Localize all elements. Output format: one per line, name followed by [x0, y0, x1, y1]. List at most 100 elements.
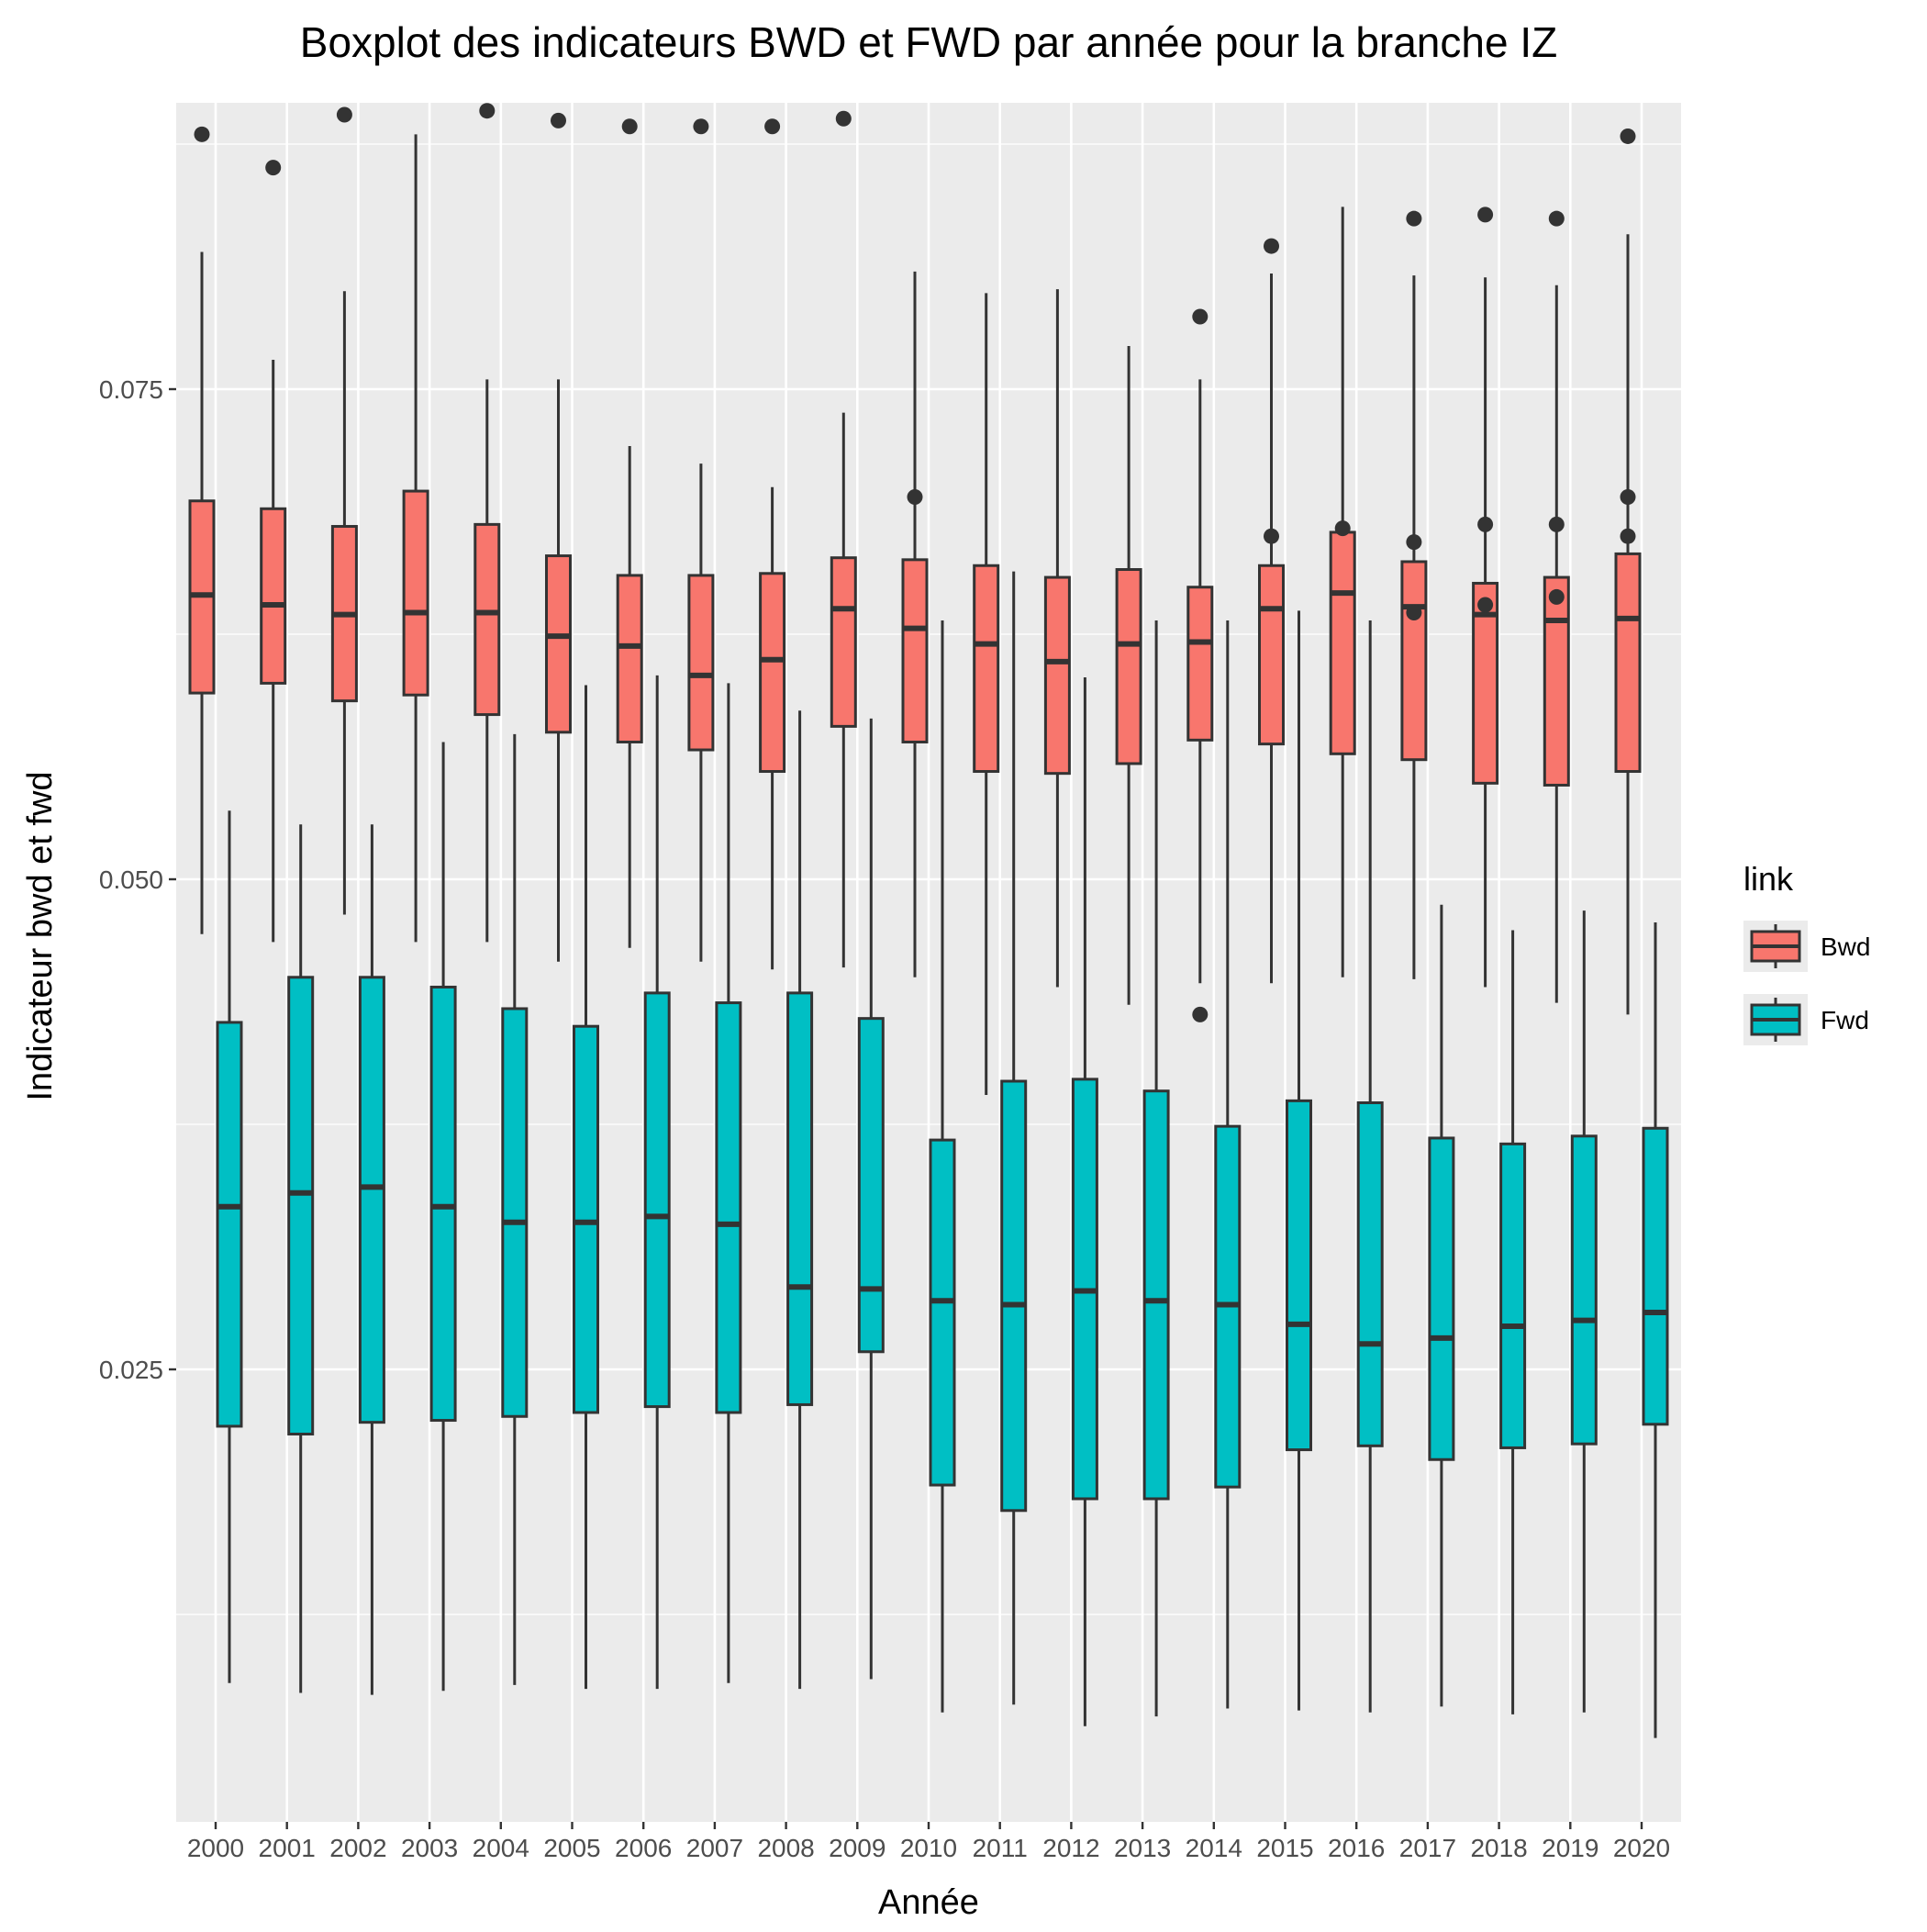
outlier-point [265, 160, 282, 176]
box-iqr [1356, 1101, 1384, 1447]
box-iqr [1499, 1142, 1527, 1449]
outlier-point [336, 106, 352, 123]
box-iqr [1115, 568, 1142, 765]
boxplot-fwd-2006 [643, 675, 671, 1690]
box-iqr [1329, 530, 1356, 755]
outlier-point [1264, 528, 1279, 544]
outlier-point [1620, 488, 1636, 505]
box-iqr [573, 1024, 599, 1414]
boxplot-bwd-2001 [260, 160, 287, 943]
boxplot-bwd-2013 [1115, 346, 1142, 1005]
outlier-point [1548, 588, 1565, 605]
box-iqr [830, 556, 857, 728]
outlier-point [1548, 516, 1565, 532]
boxplot-bwd-2019 [1543, 210, 1570, 1003]
chart-title: Boxplot des indicateurs BWD et FWD par a… [300, 18, 1557, 66]
legend-item-fwd: Fwd [1743, 994, 1869, 1045]
boxplot-fwd-2013 [1142, 620, 1170, 1717]
box-iqr [1543, 575, 1570, 787]
outlier-point [1620, 528, 1636, 544]
x-tick-label: 2012 [1042, 1834, 1099, 1862]
box-iqr [1043, 575, 1071, 776]
outlier-point [764, 118, 781, 135]
boxplot-fwd-2009 [857, 718, 885, 1680]
legend-label-bwd: Bwd [1821, 932, 1870, 961]
box-iqr [715, 1001, 742, 1414]
x-tick-label: 2011 [973, 1834, 1028, 1862]
boxplot-bwd-2008 [759, 118, 786, 970]
box-iqr [687, 574, 715, 752]
outlier-point [1477, 207, 1494, 223]
outlier-point [1192, 308, 1209, 325]
boxplot-bwd-2012 [1043, 289, 1071, 988]
outlier-point [1477, 597, 1494, 613]
boxplot-bwd-2007 [687, 118, 715, 962]
boxplot-bwd-2002 [330, 106, 358, 915]
boxplot-bwd-2005 [545, 112, 572, 962]
x-tick-label: 2008 [757, 1834, 814, 1862]
x-tick-label: 2006 [615, 1834, 672, 1862]
outlier-point [1406, 605, 1422, 621]
box-iqr [973, 564, 1000, 774]
box-iqr [402, 489, 429, 697]
x-tick-label: 2020 [1613, 1834, 1670, 1862]
x-tick-label: 2001 [259, 1834, 316, 1862]
boxplot-fwd-2012 [1071, 676, 1098, 1726]
box-iqr [616, 574, 643, 743]
boxplot-bwd-2000 [188, 126, 216, 934]
outlier-point [194, 126, 210, 142]
box-iqr [1642, 1126, 1669, 1426]
boxplot-fwd-2004 [501, 733, 529, 1685]
box-iqr [1570, 1134, 1598, 1446]
boxplot-fwd-2005 [573, 685, 599, 1690]
legend: link Bwd Fwd [1743, 860, 1870, 1045]
box-iqr [287, 976, 315, 1435]
boxplot-fwd-2020 [1642, 921, 1669, 1738]
box-iqr [260, 507, 287, 685]
x-tick-label: 2003 [401, 1834, 458, 1862]
boxplot-bwd-2016 [1329, 207, 1356, 977]
box-iqr [1258, 564, 1285, 746]
x-tick-label: 2018 [1470, 1834, 1527, 1862]
box-iqr [1614, 552, 1642, 774]
boxplot-fwd-2014 [1214, 620, 1242, 1709]
boxplot-fwd-2018 [1499, 930, 1527, 1714]
box-iqr [216, 1021, 243, 1428]
x-tick-label: 2010 [900, 1834, 957, 1862]
box-iqr [1000, 1079, 1028, 1513]
outlier-point [551, 112, 566, 128]
outlier-point [1406, 534, 1422, 551]
x-tick-label: 2002 [329, 1834, 386, 1862]
legend-item-bwd: Bwd [1743, 921, 1870, 972]
boxplot-fwd-2011 [1000, 571, 1028, 1705]
outlier-point [835, 110, 852, 127]
boxplot-fwd-2003 [429, 742, 457, 1692]
boxplot-bwd-2009 [830, 110, 857, 968]
outlier-point [1192, 1006, 1209, 1022]
x-tick-label: 2005 [543, 1834, 600, 1862]
x-tick-label: 2013 [1114, 1834, 1171, 1862]
box-iqr [901, 558, 929, 743]
x-tick-label: 2014 [1186, 1834, 1242, 1862]
boxplot-fwd-2001 [287, 824, 315, 1693]
boxplot-fwd-2016 [1356, 620, 1384, 1713]
x-tick-label: 2016 [1328, 1834, 1385, 1862]
box-iqr [786, 991, 814, 1406]
boxplot-fwd-2015 [1286, 610, 1312, 1711]
boxplot-bwd-2003 [402, 134, 429, 943]
x-tick-label: 2015 [1256, 1834, 1313, 1862]
outlier-point [1406, 210, 1422, 227]
box-iqr [358, 976, 385, 1424]
box-iqr [1428, 1136, 1455, 1461]
plot-area: 0.025 0.050 0.075 2000 2001 2002 2003 2004 2005 2… [99, 103, 1681, 1862]
outlier-point [1334, 520, 1351, 537]
boxplot-bwd-2017 [1400, 210, 1428, 979]
boxplot-fwd-2008 [786, 710, 814, 1690]
box-iqr [545, 554, 572, 734]
boxplot-fwd-2002 [358, 824, 385, 1695]
box-iqr [1186, 586, 1214, 742]
box-iqr [1142, 1089, 1170, 1501]
box-iqr [1400, 560, 1428, 762]
